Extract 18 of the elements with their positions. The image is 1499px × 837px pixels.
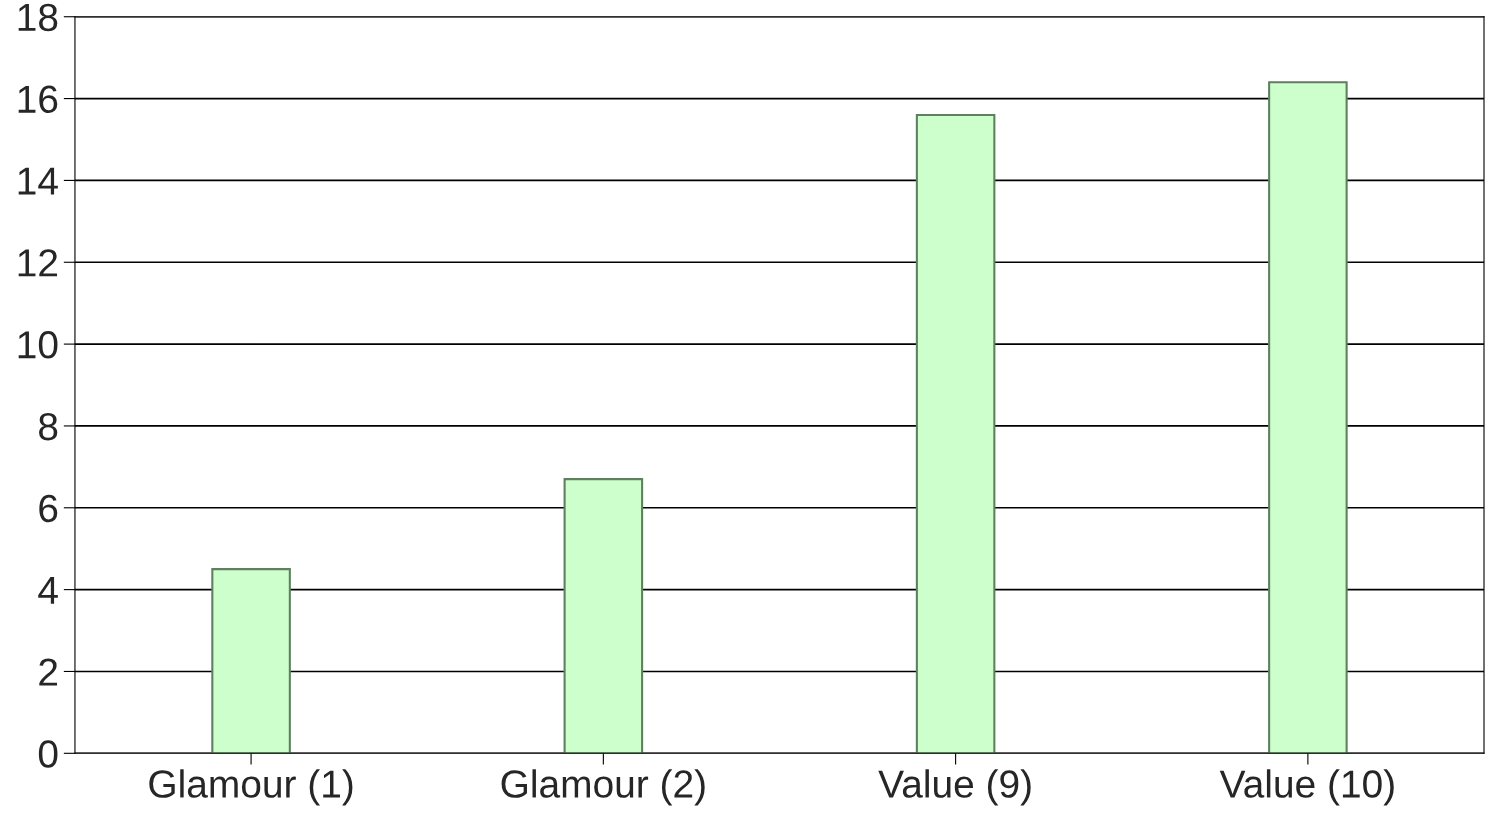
y-tick-label: 8 [39, 412, 58, 441]
x-tick-label: Value (10) [1219, 769, 1394, 806]
y-tick-label: 2 [39, 658, 58, 686]
y-tick-label: 4 [38, 576, 58, 604]
bar [211, 568, 291, 754]
x-tick-label: Glamour (2) [501, 769, 705, 806]
y-tick-label: 0 [38, 740, 58, 768]
y-tick-label: 18 [18, 3, 58, 32]
bar [563, 478, 644, 754]
bar [1268, 81, 1348, 754]
bar [915, 113, 996, 754]
x-tick-label: Value (9) [878, 769, 1031, 806]
y-tick-label: 6 [39, 494, 58, 523]
y-tick-label: 12 [18, 249, 58, 277]
y-tick-label: 10 [18, 331, 58, 359]
y-tick-label: 14 [18, 167, 58, 195]
y-tick-label: 16 [18, 85, 58, 114]
x-tick-label: Glamour (1) [149, 769, 353, 806]
